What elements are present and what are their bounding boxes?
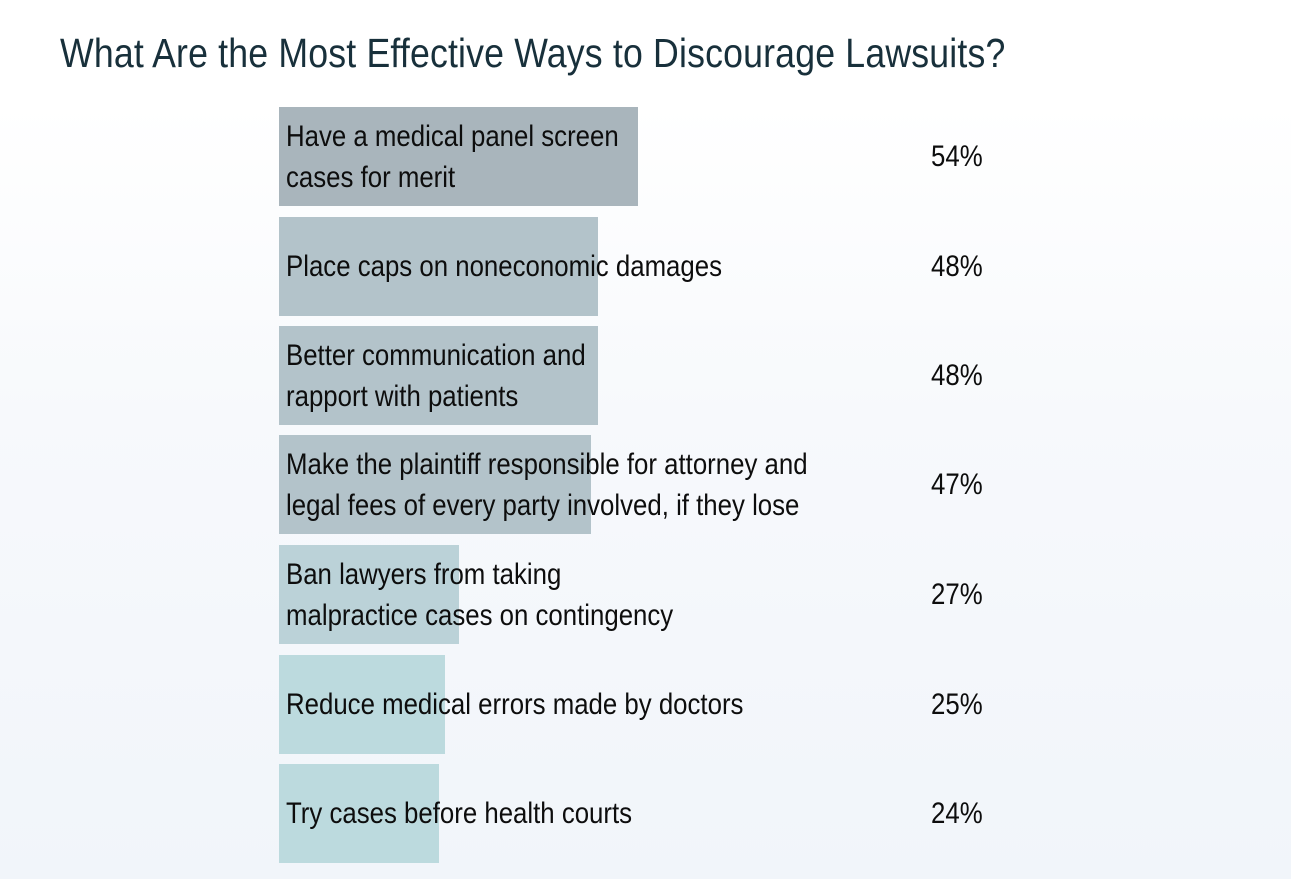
bar-row: Reduce medical errors made by doctors 25… xyxy=(279,655,1019,754)
chart-panel xyxy=(0,104,1291,879)
bar-value: 48% xyxy=(931,358,983,392)
bar xyxy=(279,764,439,863)
bar-label: Make the plaintiff responsible for attor… xyxy=(286,447,808,522)
bar-row: Try cases before health courts 24% xyxy=(279,764,1019,863)
bar-value: 24% xyxy=(931,796,983,830)
bar-value: 27% xyxy=(931,577,983,611)
bar-value: 47% xyxy=(931,467,983,501)
bar-row: Have a medical panel screen cases for me… xyxy=(279,107,1019,206)
bar-label: Have a medical panel screen cases for me… xyxy=(286,119,619,194)
bar xyxy=(279,217,598,316)
bar xyxy=(279,435,591,534)
chart-title: What Are the Most Effective Ways to Disc… xyxy=(60,30,1006,76)
bar-value: 54% xyxy=(931,139,983,173)
bar-label: Try cases before health courts xyxy=(286,797,633,830)
bar-label: Place caps on noneconomic damages xyxy=(286,250,723,283)
bar-value: 48% xyxy=(931,249,983,283)
bar-row: Better communication and rapport with pa… xyxy=(279,326,1019,425)
bar xyxy=(279,655,445,754)
bar xyxy=(279,326,598,425)
bar-row: Ban lawyers from taking malpractice case… xyxy=(279,545,1019,644)
bar xyxy=(279,545,459,644)
bar-row: Place caps on noneconomic damages 48% xyxy=(279,217,1019,316)
bar-label: Ban lawyers from taking malpractice case… xyxy=(286,557,674,632)
bar-value: 25% xyxy=(931,687,983,721)
bar-label: Better communication and rapport with pa… xyxy=(286,338,586,413)
bar-row: Make the plaintiff responsible for attor… xyxy=(279,435,1019,534)
bar xyxy=(279,107,638,206)
bar-label: Reduce medical errors made by doctors xyxy=(286,688,744,721)
